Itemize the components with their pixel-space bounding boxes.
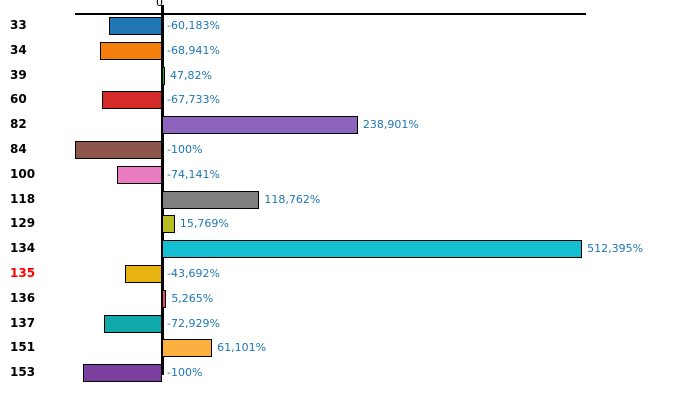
- value-label: 47,82%: [170, 68, 212, 82]
- bar-segment[interactable]: [117, 165, 162, 184]
- bar-row: 100 -74,141%: [0, 163, 700, 188]
- value-label: 15,769%: [179, 217, 229, 231]
- bar-row: 136 5,265%: [0, 287, 700, 312]
- bar-segment[interactable]: [102, 91, 162, 110]
- bar-segment[interactable]: [162, 190, 260, 209]
- bar-row: 39 47,82%: [0, 64, 700, 89]
- value-label: -68,941%: [167, 43, 220, 57]
- value-label: 118,762%: [264, 192, 321, 206]
- category-label: 153: [10, 365, 36, 380]
- bar-row: 134 512,395%: [0, 237, 700, 262]
- value-label: 512,395%: [587, 242, 644, 256]
- bar-segment[interactable]: [162, 215, 175, 234]
- bar-row: 151 61,101%: [0, 336, 700, 361]
- category-label: 84: [10, 142, 27, 156]
- value-label: -60,183%: [167, 19, 220, 32]
- value-label: -100%: [167, 143, 203, 156]
- bar-segment[interactable]: [83, 364, 162, 383]
- bar-row: 33 -60,183%: [0, 14, 700, 39]
- category-label: 82: [10, 117, 27, 132]
- category-label: 34: [10, 42, 27, 57]
- bar-segment[interactable]: [162, 289, 167, 308]
- value-label: 5,265%: [171, 291, 214, 305]
- category-label: 135: [10, 266, 36, 280]
- bar-segment[interactable]: [162, 240, 583, 259]
- bar-segment[interactable]: [109, 17, 162, 35]
- bar-row: 60 -67,733%: [0, 88, 700, 113]
- bar-segment[interactable]: [104, 314, 162, 333]
- value-label: 61,101%: [217, 341, 267, 355]
- bar-segment[interactable]: [162, 339, 213, 358]
- bar-segment[interactable]: [162, 116, 358, 135]
- zero-baseline: [161, 5, 164, 375]
- bar-segment[interactable]: [125, 265, 162, 283]
- category-label: 60: [10, 92, 27, 107]
- value-label: -72,929%: [167, 316, 220, 330]
- bar-segment[interactable]: [162, 66, 165, 85]
- bar-row: 82 238,901%: [0, 113, 700, 138]
- bar-row: 153 -100%: [0, 361, 700, 386]
- value-label: 238,901%: [362, 118, 419, 132]
- bar-segment[interactable]: [75, 141, 162, 159]
- category-label: 151: [10, 340, 36, 355]
- value-label: -43,692%: [167, 267, 220, 280]
- bar-row: 129 15,769%: [0, 212, 700, 237]
- category-label: 100: [10, 166, 36, 181]
- bar-row: 135 -43,692%: [0, 262, 700, 287]
- category-label: 129: [10, 216, 36, 231]
- value-label: -100%: [167, 366, 203, 380]
- category-label: 137: [10, 315, 36, 330]
- zero-axis-label: 0: [156, 0, 163, 9]
- value-label: -67,733%: [167, 93, 220, 107]
- top-axis-line: [75, 13, 586, 15]
- bar-segment[interactable]: [100, 41, 162, 60]
- category-label: 134: [10, 241, 36, 256]
- bar-row: 137 -72,929%: [0, 312, 700, 337]
- value-label: -74,141%: [167, 167, 220, 181]
- bar-row: 34 -68,941%: [0, 39, 700, 64]
- category-label: 136: [10, 290, 36, 305]
- bar-row: 118 118,762%: [0, 188, 700, 213]
- category-label: 39: [10, 67, 27, 82]
- category-label: 33: [10, 18, 27, 32]
- category-label: 118: [10, 191, 36, 206]
- bar-row: 84 -100%: [0, 138, 700, 163]
